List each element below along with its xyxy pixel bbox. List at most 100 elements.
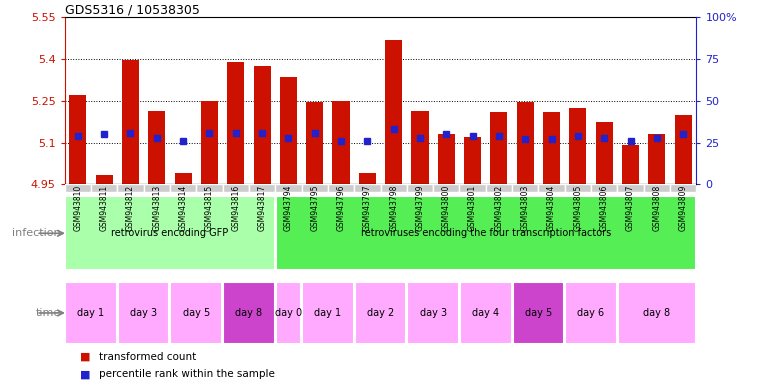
Bar [464,137,481,184]
Bar [275,196,696,270]
Bar [91,184,117,192]
Bar [622,146,639,184]
Bar [354,184,380,192]
Bar [407,184,433,192]
Bar [65,184,91,192]
Text: day 1: day 1 [78,308,104,318]
Bar [565,282,617,344]
Text: day 3: day 3 [419,308,447,318]
Bar [223,184,249,192]
Bar [65,282,116,344]
Text: ■: ■ [80,352,91,362]
Bar [65,196,275,270]
Text: GSM943817: GSM943817 [257,185,266,231]
Text: day 6: day 6 [578,308,604,318]
Bar [117,184,144,192]
Text: GSM943794: GSM943794 [284,185,293,231]
Text: GSM943802: GSM943802 [495,185,504,231]
Text: day 2: day 2 [367,308,394,318]
Bar [118,282,170,344]
Bar [539,184,565,192]
Bar [69,95,87,184]
Bar [648,134,665,184]
Text: day 3: day 3 [130,308,158,318]
Text: GSM943801: GSM943801 [468,185,477,231]
Text: day 5: day 5 [525,308,552,318]
Bar [333,101,349,184]
Text: percentile rank within the sample: percentile rank within the sample [99,369,275,379]
Text: GSM943815: GSM943815 [205,185,214,231]
Bar [249,184,275,192]
Bar [144,184,170,192]
Text: GSM943810: GSM943810 [73,185,82,231]
Bar [358,173,376,184]
Bar [275,282,301,344]
Text: day 8: day 8 [643,308,670,318]
Bar [280,77,297,184]
Text: ■: ■ [80,369,91,379]
Bar [328,184,354,192]
Bar [275,184,301,192]
Text: GSM943811: GSM943811 [100,185,109,231]
Bar [253,66,271,184]
Text: day 0: day 0 [275,308,302,318]
Bar [301,184,328,192]
Bar [355,282,406,344]
Text: GSM943809: GSM943809 [679,185,688,231]
Bar [306,102,323,184]
Bar [460,184,486,192]
Bar [591,184,617,192]
Bar [174,173,192,184]
Text: time: time [36,308,61,318]
Bar [565,184,591,192]
Text: retrovirus encoding GFP: retrovirus encoding GFP [111,228,228,238]
Text: GSM943800: GSM943800 [442,185,451,231]
Bar [148,111,165,184]
Text: day 1: day 1 [314,308,342,318]
Text: GSM943799: GSM943799 [416,185,425,231]
Bar [228,62,244,184]
Text: day 8: day 8 [235,308,263,318]
Bar [380,184,407,192]
Text: GSM943806: GSM943806 [600,185,609,231]
Bar [407,282,459,344]
Bar [223,282,275,344]
Text: GSM943807: GSM943807 [626,185,635,231]
Text: GSM943804: GSM943804 [547,185,556,231]
Text: GSM943816: GSM943816 [231,185,240,231]
Text: GSM943797: GSM943797 [363,185,372,231]
Bar [513,282,564,344]
Text: transformed count: transformed count [99,352,196,362]
Text: GSM943812: GSM943812 [126,185,135,231]
Bar [674,115,692,184]
Text: day 5: day 5 [183,308,210,318]
Text: GSM943803: GSM943803 [521,185,530,231]
Bar [170,282,222,344]
Bar [486,184,512,192]
Text: GSM943808: GSM943808 [652,185,661,231]
Bar [122,60,139,184]
Text: GDS5316 / 10538305: GDS5316 / 10538305 [65,3,199,16]
Text: GSM943805: GSM943805 [573,185,582,231]
Bar [460,282,511,344]
Bar [438,134,455,184]
Bar [201,101,218,184]
Text: retroviruses encoding the four transcription factors: retroviruses encoding the four transcrip… [361,228,611,238]
Bar [96,175,113,184]
Text: day 4: day 4 [473,308,499,318]
Text: GSM943813: GSM943813 [152,185,161,231]
Bar [644,184,670,192]
Bar [670,184,696,192]
Text: GSM943795: GSM943795 [310,185,319,231]
Bar [412,111,428,184]
Text: infection: infection [12,228,61,238]
Bar [569,108,587,184]
Bar [302,282,354,344]
Bar [617,184,644,192]
Bar [517,102,533,184]
Bar [196,184,222,192]
Bar [596,122,613,184]
Bar [385,40,403,184]
Bar [433,184,460,192]
Bar [543,112,560,184]
